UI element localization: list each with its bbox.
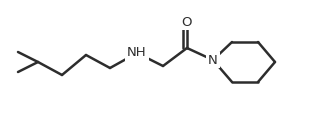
Text: N: N [208, 54, 218, 66]
Text: NH: NH [127, 46, 147, 60]
Text: O: O [182, 15, 192, 29]
